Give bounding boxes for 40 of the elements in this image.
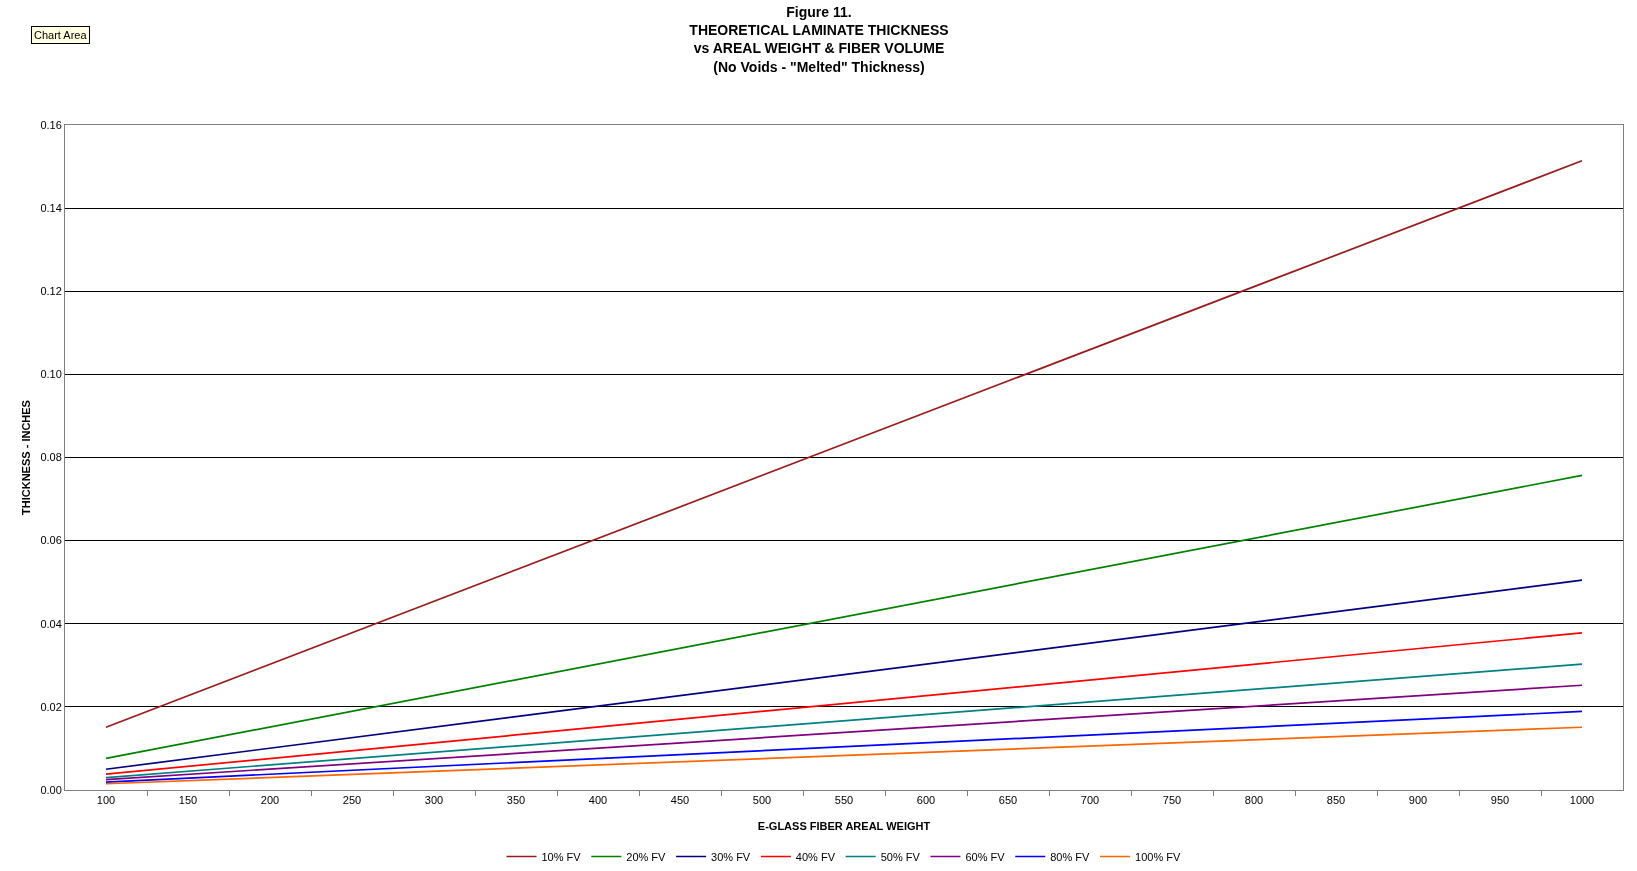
x-tick-label: 200 <box>260 794 280 807</box>
x-tick-label: 550 <box>834 794 854 807</box>
y-tick-label: 0.04 <box>40 617 62 630</box>
x-tick-label: 500 <box>752 794 772 807</box>
legend-label: 100% FV <box>1135 850 1181 863</box>
x-axis-title: E-GLASS FIBER AREAL WEIGHT <box>757 820 931 833</box>
x-tick-label: 100 <box>96 794 116 807</box>
x-tick-label: 300 <box>424 794 444 807</box>
legend-label: 80% FV <box>1050 850 1091 863</box>
y-tick-label: 0.16 <box>40 118 62 131</box>
legend-label: 40% FV <box>795 850 836 863</box>
x-tick-label: 150 <box>178 794 198 807</box>
legend-label: 50% FV <box>880 850 921 863</box>
x-tick-label: 400 <box>588 794 608 807</box>
text: Chart Area <box>34 29 88 41</box>
x-tick-label: 800 <box>1244 794 1264 807</box>
legend-label: 10% FV <box>541 850 582 863</box>
x-tick-label: 950 <box>1490 794 1510 807</box>
x-tick-label: 900 <box>1408 794 1428 807</box>
y-tick-label: 0.00 <box>40 783 62 796</box>
legend-label: 20% FV <box>626 850 667 863</box>
y-tick-label: 0.10 <box>40 368 62 381</box>
x-tick-label: 750 <box>1162 794 1182 807</box>
y-tick-label: 0.06 <box>40 534 62 547</box>
x-tick-label: 450 <box>670 794 690 807</box>
x-tick-label: 1000 <box>1569 794 1595 807</box>
x-tick-label: 700 <box>1080 794 1100 807</box>
x-tick-label: 850 <box>1326 794 1346 807</box>
y-tick-label: 0.08 <box>40 451 62 464</box>
y-tick-label: 0.12 <box>40 285 62 298</box>
y-axis-title: THICKNESS - INCHES <box>20 400 33 515</box>
chart-title: Figure 11. THEORETICAL LAMINATE THICKNESS vs AREAL WEIGHT & FIBER VOLUME (No Voids - "Melted" Thickness) <box>689 4 949 75</box>
y-tick-label: 0.14 <box>40 201 62 214</box>
x-tick-label: 650 <box>998 794 1018 807</box>
legend-label: 30% FV <box>711 850 751 863</box>
x-tick-label: 600 <box>916 794 936 807</box>
x-tick-label: 250 <box>342 794 362 807</box>
x-tick-label: 350 <box>506 794 526 807</box>
legend-label: 60% FV <box>965 850 1006 863</box>
y-tick-label: 0.02 <box>40 700 62 713</box>
